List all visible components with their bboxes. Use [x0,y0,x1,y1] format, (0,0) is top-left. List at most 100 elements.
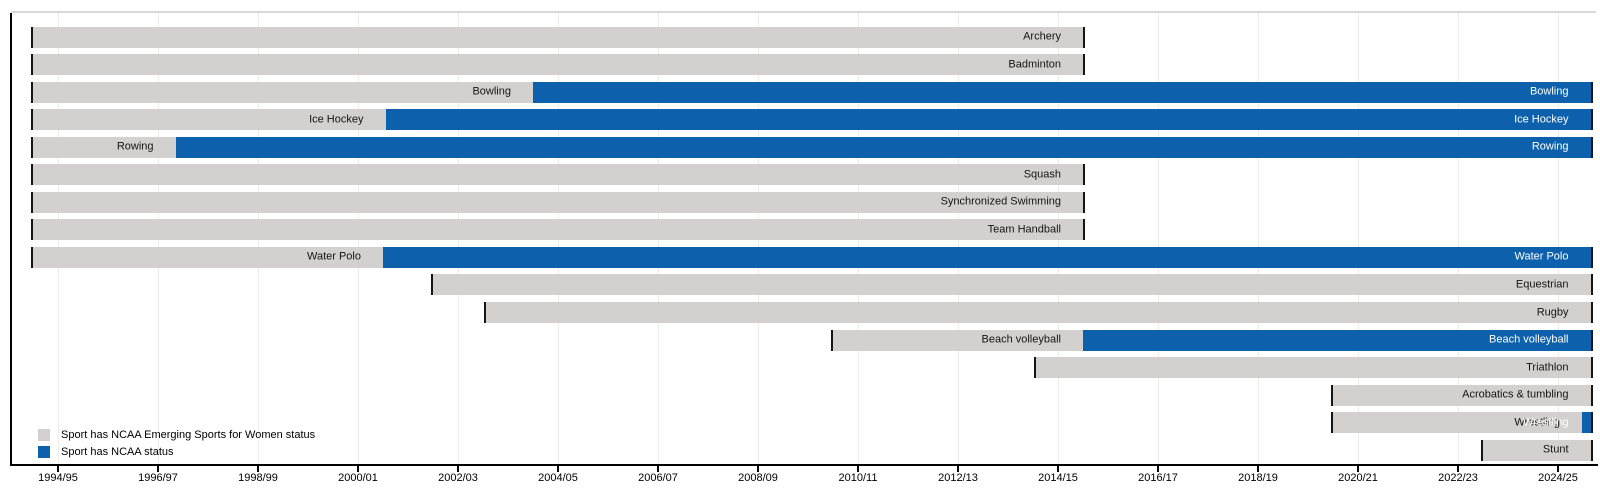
bar-equestrian: Equestrian [431,274,1593,296]
axis-tick-label: 2000/01 [338,472,378,484]
bar-label: Ice Hockey [309,113,364,126]
bar-badminton: Badminton [31,54,1085,76]
segment-emerging: Wrestling [1333,412,1582,434]
axis-tick [1057,466,1059,472]
segment-ncaa: Bowling [533,81,1591,103]
legend-label: Sport has NCAA Emerging Sports for Women… [61,428,316,441]
segment-ncaa: Water Polo [383,246,1591,268]
bar-bowling: Bowling Bowling [31,81,1593,103]
segment-emerging: Triathlon [1035,357,1591,379]
axis-tick-label: 2010/11 [838,472,878,484]
bar-synchronized-swimming: Synchronized Swimming [31,191,1085,213]
bar-label: Stunt [1542,443,1569,456]
axis-tick-label: 1996/97 [138,472,178,484]
segment-emerging: Archery [33,26,1083,48]
bar-label: Triathlon [1526,361,1569,374]
bar-stunt: Stunt [1481,439,1593,461]
axis-tick-label: 2004/05 [538,472,578,484]
axis-tick [57,466,59,472]
axis-tick [1257,466,1259,472]
axis-tick-label: 2006/07 [638,472,678,484]
bar-label: Rugby [1536,306,1569,318]
axis-tick [557,466,559,472]
segment-emerging: Squash [33,164,1083,186]
segment-emerging: Bowling [33,81,533,103]
axis-tick [257,466,259,472]
axis-tick [157,466,159,472]
bar-acrobatics-tumbling: Acrobatics & tumbling [1331,384,1593,406]
segment-emerging: Rugby [485,302,1591,323]
segment-ncaa: Ice Hockey [385,109,1591,131]
bar-label: Ice Hockey [1514,113,1569,126]
bar-ice-hockey: Ice Hockey Ice Hockey [31,109,1593,131]
bar-label: Badminton [1008,58,1061,71]
legend-swatch-emerging [38,428,50,441]
axis-tick [1157,466,1159,472]
axis-tick [357,466,359,472]
legend: Sport has NCAA Emerging Sports for Women… [38,426,315,460]
segment-emerging: Beach volleyball [833,329,1083,351]
axis-tick-label: 2014/15 [1038,472,1078,484]
gridline [1457,13,1459,464]
gridline [1557,13,1559,464]
segment-ncaa: Rowing [175,136,1591,158]
bar-label: Team Handball [987,223,1061,236]
bar-label: Rowing [1531,140,1569,153]
bar-team-handball: Team Handball [31,219,1085,241]
bar-label: Water Polo [306,250,361,263]
axis-tick [957,466,959,472]
legend-label: Sport has NCAA status [61,445,174,458]
bar-label: Squash [1023,168,1061,181]
x-axis-line [11,464,1598,466]
axis-tick-label: 2024/25 [1538,472,1578,484]
axis-tick [1557,466,1559,472]
axis-tick [857,466,859,472]
bar-rugby: Rugby [483,302,1593,323]
bar-squash: Squash [31,164,1085,186]
bar-label: Archery [1023,30,1061,43]
bar-label: Water Polo [1514,250,1569,263]
segment-emerging: Ice Hockey [33,109,386,131]
bar-rowing: Rowing Rowing [31,136,1593,158]
segment-emerging: Stunt [1483,439,1591,461]
segment-emerging: Rowing [33,136,176,158]
axis-tick-label: 2018/19 [1238,472,1278,484]
bar-wrestling: Wrestling Wrestling [1331,412,1593,434]
bar-beach-volleyball: Beach volleyball Beach volleyball [831,329,1593,351]
bar-label: Rowing [116,140,154,153]
gridline [1257,13,1259,464]
bar-triathlon: Triathlon [1033,357,1593,379]
bar-label: Synchronized Swimming [940,195,1061,208]
segment-emerging: Water Polo [33,246,383,268]
axis-tick-label: 2008/09 [738,472,778,484]
axis-tick [457,466,459,472]
axis-tick [757,466,759,472]
bar-label: Bowling [472,85,511,98]
axis-tick [1357,466,1359,472]
segment-emerging: Acrobatics & tumbling [1333,384,1591,406]
bar-label: Beach volleyball [981,333,1062,346]
axis-tick-label: 1994/95 [38,472,78,484]
gridline [1357,13,1359,464]
bar-archery: Archery [31,26,1085,48]
axis-tick-label: 2022/23 [1438,472,1478,484]
axis-tick-label: 2020/21 [1338,472,1378,484]
segment-emerging: Badminton [33,54,1083,76]
bar-label: Equestrian [1515,278,1569,291]
axis-tick-label: 2016/17 [1138,472,1178,484]
legend-item-emerging: Sport has NCAA Emerging Sports for Women… [38,426,315,443]
axis-tick-label: 1998/99 [238,472,278,484]
bar-label: Wrestling [1522,416,1569,429]
axis-tick [657,466,659,472]
axis-tick-label: 2002/03 [438,472,478,484]
legend-item-ncaa: Sport has NCAA status [38,443,315,460]
bar-label: Wrestling [1514,416,1560,429]
plot-top-border [11,11,1596,13]
bar-label: Acrobatics & tumbling [1462,388,1569,401]
y-axis-line [10,13,12,466]
segment-emerging: Synchronized Swimming [33,191,1083,213]
segment-ncaa: Wrestling [1523,412,1591,434]
bar-label: Beach volleyball [1489,333,1569,346]
axis-tick [1457,466,1459,472]
